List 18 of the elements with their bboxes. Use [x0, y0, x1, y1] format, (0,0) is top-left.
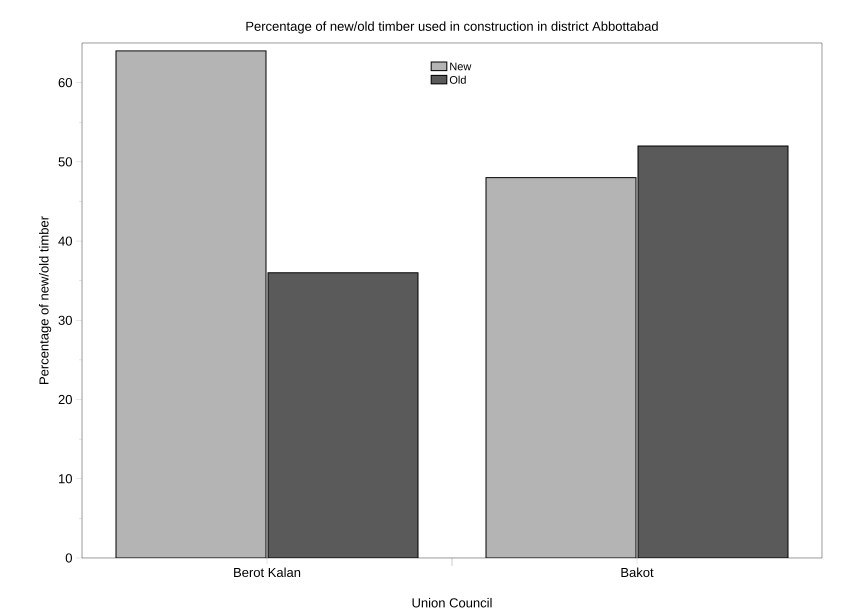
y-axis-title: Percentage of new/old timber [39, 216, 52, 384]
bar [638, 146, 788, 558]
y-tick-label: 0 [66, 553, 72, 563]
y-tick-label: 50 [58, 157, 72, 166]
y-tick-label: 60 [58, 78, 72, 88]
x-axis-title: Union Council [412, 598, 492, 608]
y-tick-label: 30 [58, 316, 72, 325]
chart-title: Percentage of new/old timber used in construction in district Abbottabad [246, 21, 658, 34]
y-tick-label: 20 [58, 394, 72, 404]
bar [268, 272, 418, 558]
y-tick-label: 40 [58, 236, 72, 246]
legend-label: Old [450, 76, 466, 84]
x-tick-label: Berot Kalan [234, 568, 300, 578]
bar [116, 50, 267, 558]
x-tick-label: Bakot [621, 568, 654, 578]
bar [486, 177, 636, 558]
legend-label: New [450, 62, 472, 70]
y-tick-label: 10 [59, 474, 72, 484]
